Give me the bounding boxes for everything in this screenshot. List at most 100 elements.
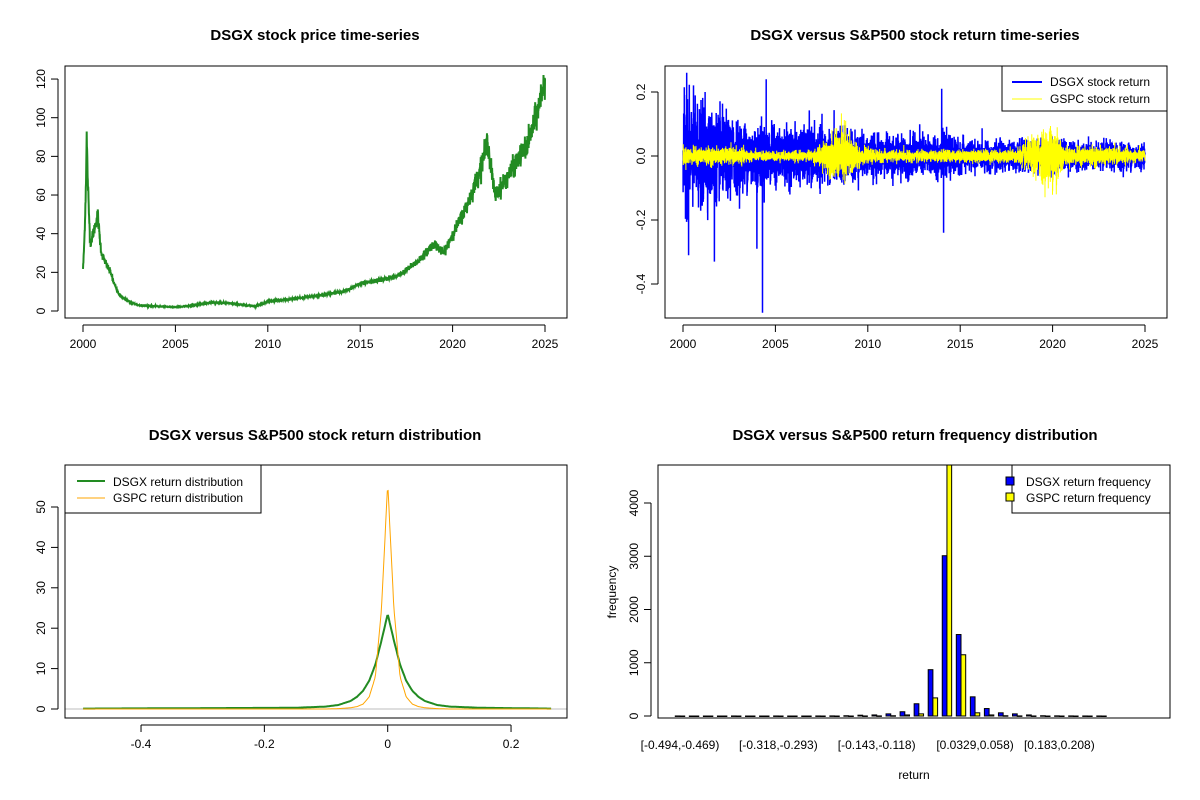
plot-box-distribution	[64, 464, 568, 719]
bar-dsgx	[674, 715, 681, 717]
bar-dsgx	[801, 715, 807, 717]
bar-dsgx	[885, 713, 892, 717]
bar-gspc	[932, 697, 939, 717]
price-line	[82, 74, 546, 311]
bar-dsgx	[899, 711, 906, 717]
bar-dsgx	[787, 715, 793, 717]
bar-dsgx	[1026, 714, 1032, 717]
bar-gspc	[721, 715, 728, 717]
bar-dsgx	[857, 714, 864, 717]
bar-gspc	[1030, 715, 1037, 717]
bar-gspc	[862, 715, 868, 717]
bar-dsgx	[927, 669, 934, 717]
return-line-gspc	[682, 113, 1146, 198]
bar-gspc	[777, 715, 784, 717]
bar-gspc	[791, 715, 798, 717]
bar-dsgx	[1012, 713, 1018, 717]
plot-box-frequency	[657, 464, 1171, 719]
x-axis-price-tick-label: 2010	[254, 337, 281, 351]
bar-dsgx	[1054, 715, 1060, 717]
bars-frequency	[674, 465, 1107, 717]
legend-label-gspc: GSPC return distribution	[113, 491, 243, 505]
bar-gspc	[820, 715, 826, 717]
x-axis-label-frequency: return	[898, 768, 929, 782]
x-axis-frequency-tick-label: [0.183,0.208)	[1024, 738, 1095, 752]
y-axis-price-tick-label: 0	[34, 307, 48, 314]
chart-title-price: DSGX stock price time-series	[210, 27, 419, 44]
bar-dsgx	[997, 712, 1004, 717]
x-axis-returns-tick-label: 2005	[762, 337, 789, 351]
x-axis-returns-tick-label: 2010	[854, 337, 881, 351]
bar-gspc	[735, 715, 742, 717]
bar-dsgx	[759, 715, 765, 717]
bar-gspc	[960, 654, 967, 717]
y-axis-returns-tick-label: 0.2	[634, 83, 648, 100]
bar-gspc	[1016, 715, 1023, 717]
bar-dsgx	[955, 634, 962, 717]
bar-gspc	[763, 715, 770, 717]
y-axis-label-frequency: frequency	[605, 566, 619, 619]
bar-dsgx	[716, 715, 723, 717]
x-axis-frequency-tick-label: [-0.494,-0.469)	[641, 738, 720, 752]
y-axis-frequency-tick-label: 2000	[627, 596, 641, 623]
bar-dsgx	[941, 555, 948, 717]
bar-gspc	[834, 715, 840, 717]
bar-dsgx	[731, 715, 737, 717]
legend-label-dsgx: DSGX return frequency	[1026, 475, 1151, 489]
x-axis-frequency-tick-label: [-0.318,-0.293)	[739, 738, 818, 752]
plot-box-returns	[664, 65, 1168, 319]
legend-swatch-gspc	[1005, 492, 1015, 502]
y-axis-distribution-tick-label: 40	[34, 540, 48, 554]
bar-gspc	[876, 715, 882, 717]
bar-gspc	[805, 715, 812, 717]
legend-label-gspc: GSPC stock return	[1050, 92, 1150, 106]
bar-gspc	[1101, 715, 1107, 717]
x-axis-returns-tick-label: 2000	[670, 337, 697, 351]
legend-label-dsgx: DSGX stock return	[1050, 75, 1150, 89]
bar-dsgx	[745, 715, 751, 717]
y-axis-frequency-tick-label: 4000	[627, 489, 641, 516]
bar-dsgx	[843, 715, 850, 717]
x-axis-frequency-tick-label: [-0.143,-0.118)	[838, 738, 916, 752]
y-axis-price-tick-label: 60	[34, 188, 48, 202]
bar-gspc	[693, 715, 700, 717]
bar-dsgx	[913, 703, 920, 717]
bar-dsgx	[1040, 715, 1046, 717]
x-axis-price-tick-label: 2000	[70, 337, 97, 351]
x-axis-price-tick-label: 2005	[162, 337, 189, 351]
bar-gspc	[904, 714, 910, 717]
y-axis-distribution-tick-label: 30	[34, 581, 48, 595]
x-axis-returns-tick-label: 2020	[1039, 337, 1066, 351]
bar-gspc	[890, 715, 896, 717]
legend-frequency: DSGX return frequency GSPC return freque…	[1005, 464, 1171, 514]
y-axis-returns-tick-label: -0.4	[634, 273, 648, 294]
bar-gspc	[749, 715, 756, 717]
y-axis-returns-tick-label: -0.2	[634, 209, 648, 230]
y-axis-price-tick-label: 120	[34, 69, 48, 89]
y-axis-distribution-tick-label: 20	[34, 621, 48, 635]
bar-dsgx	[773, 715, 779, 717]
x-axis-price-tick-label: 2015	[347, 337, 374, 351]
y-axis-distribution-tick-label: 10	[34, 662, 48, 676]
x-axis-distribution-tick-label: 0.2	[503, 737, 520, 751]
bar-dsgx	[871, 714, 878, 717]
legend-distribution: DSGX return distribution GSPC return dis…	[64, 464, 262, 514]
y-axis-frequency-tick-label: 3000	[627, 543, 641, 570]
x-axis-returns-tick-label: 2015	[947, 337, 974, 351]
x-axis-distribution-tick-label: -0.4	[131, 737, 152, 751]
x-axis-distribution-tick-label: 0	[384, 737, 391, 751]
x-axis-returns-tick-label: 2025	[1132, 337, 1159, 351]
y-axis-price-tick-label: 80	[34, 149, 48, 163]
bar-gspc	[1044, 715, 1051, 717]
bar-dsgx	[1096, 715, 1103, 717]
legend-returns: DSGX stock return GSPC stock return	[1001, 65, 1168, 112]
y-axis-price-tick-label: 100	[34, 107, 48, 127]
y-axis-distribution-tick-label: 50	[34, 500, 48, 514]
bar-gspc	[918, 713, 925, 717]
bar-dsgx	[829, 715, 836, 717]
chart-title-returns: DSGX versus S&P500 stock return time-ser…	[750, 27, 1079, 44]
x-axis-distribution-tick-label: -0.2	[254, 737, 275, 751]
bar-dsgx	[702, 715, 709, 717]
bar-gspc	[988, 714, 995, 717]
